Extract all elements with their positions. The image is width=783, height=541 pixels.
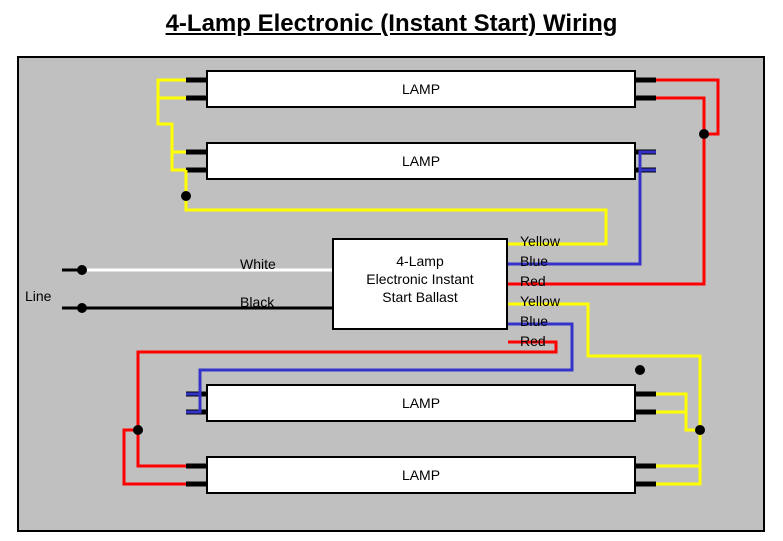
ballast-box: 4-LampElectronic InstantStart Ballast: [332, 238, 508, 330]
lamp-box-4: LAMP: [206, 456, 636, 494]
lamp-box-2: LAMP: [206, 142, 636, 180]
wire-label-red-8: Red: [520, 333, 546, 349]
wire-label-white-0: White: [240, 256, 276, 272]
wire-label-black-1: Black: [240, 294, 274, 310]
wire-label-red-5: Red: [520, 273, 546, 289]
wire-label-yellow-6: Yellow: [520, 293, 560, 309]
lamp-box-1: LAMP: [206, 70, 636, 108]
diagram-title: 4-Lamp Electronic (Instant Start) Wiring: [0, 0, 783, 46]
wire-label-yellow-3: Yellow: [520, 233, 560, 249]
wire-label-line-2: Line: [25, 288, 51, 304]
lamp-box-3: LAMP: [206, 384, 636, 422]
wire-label-blue-4: Blue: [520, 253, 548, 269]
diagram-container: 4-Lamp Electronic (Instant Start) Wiring…: [0, 0, 783, 541]
wire-label-blue-7: Blue: [520, 313, 548, 329]
